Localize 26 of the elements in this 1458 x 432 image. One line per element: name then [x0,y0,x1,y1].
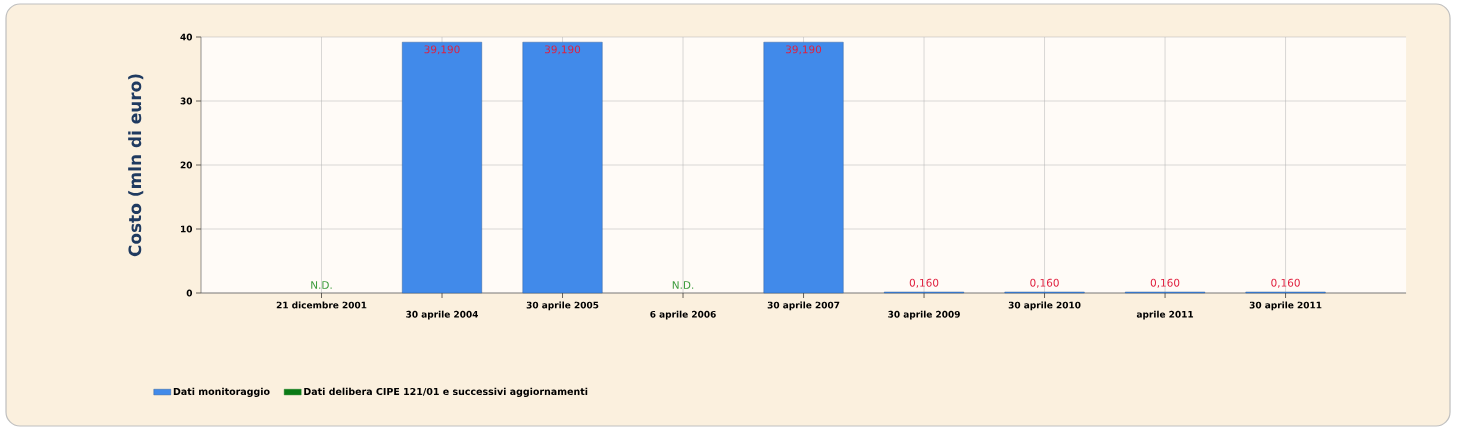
data-label: 0,160 [909,278,939,288]
data-label: 0,160 [1150,278,1180,288]
x-tick-label: 30 aprile 2007 [767,301,840,311]
x-tick-label: 30 aprile 2004 [406,310,479,320]
y-tick-label: 20 [180,161,193,169]
y-tick-label: 10 [181,225,193,233]
y-axis-title: Costo (mln di euro) [128,74,144,257]
x-tick-label: 6 aprile 2006 [650,310,716,320]
data-label: 0,160 [1271,278,1300,288]
text: N.D. [311,281,332,289]
data-label: 39,190 [786,45,822,55]
x-tick-label: 30 aprile 2005 [526,301,599,311]
x-tick-label: 30 aprile 2010 [1008,301,1081,311]
data-label: 39,190 [424,45,460,55]
x-tick-label: 30 aprile 2011 [1249,301,1322,311]
y-tick-label: 40 [180,33,193,41]
x-tick-label: 21 dicembre 2001 [276,301,367,309]
x-tick-label: 30 aprile 2009 [888,310,960,320]
x-tick-label: aprile 2011 [1136,310,1194,320]
data-label: 0,160 [1030,278,1059,288]
y-tick-label: 0 [186,289,193,297]
legend-label: Dati delibera CIPE 121/01 e successivi aggiornamenti [304,387,588,397]
y-tick-label: 30 [180,97,193,105]
legend-label: Dati monitoraggio [173,387,270,397]
text: N.D. [672,281,694,289]
data-label: 39,190 [545,45,581,55]
